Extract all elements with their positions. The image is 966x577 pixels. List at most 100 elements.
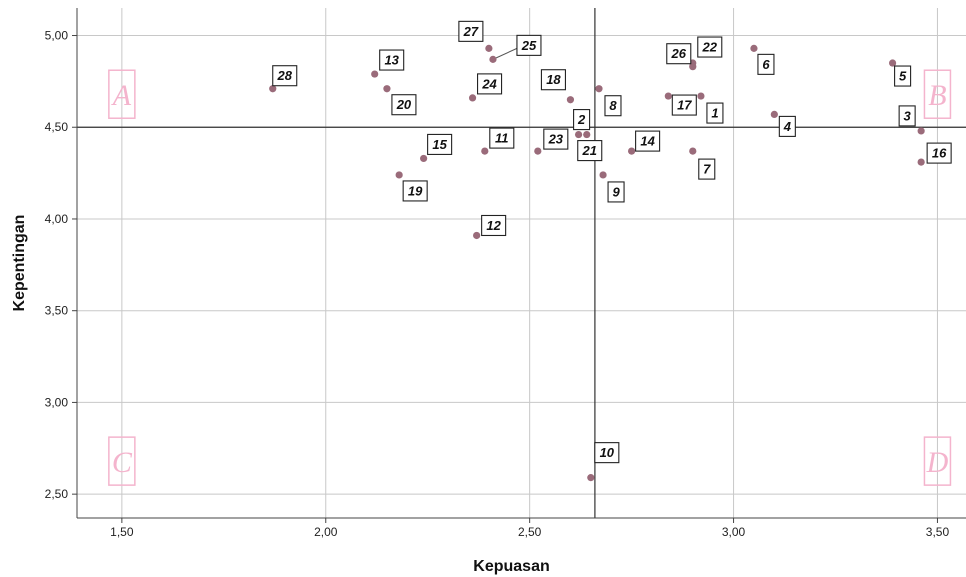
quadrant-label-box (108, 436, 136, 486)
point-label-12: 12 (486, 218, 501, 233)
data-point-2 (574, 130, 583, 139)
data-point-14 (628, 147, 636, 155)
point-label-box (477, 73, 503, 95)
data-point-15 (420, 154, 428, 163)
point-label-28: 28 (277, 68, 293, 83)
data-point-7 (689, 147, 697, 155)
point-label-13: 13 (384, 53, 399, 68)
point-label-21: 21 (582, 143, 597, 158)
point-label-8: 8 (609, 98, 617, 113)
point-label-19: 19 (408, 183, 423, 198)
data-point-25 (489, 55, 497, 63)
point-label-27: 27 (463, 24, 479, 39)
data-point-1 (697, 92, 705, 100)
data-point-17 (664, 92, 672, 100)
y-axis-title: Kepentingan (11, 215, 28, 312)
point-label-24: 24 (481, 76, 497, 91)
point-label-box (607, 181, 625, 203)
point-label-box (573, 109, 591, 131)
point-label-16: 16 (932, 146, 947, 161)
quadrant-label-box (923, 69, 952, 119)
x-tick-label: 3,50 (926, 525, 950, 539)
point-label-box (926, 142, 952, 164)
x-tick-label: 3,00 (722, 525, 746, 539)
point-label-box (458, 20, 484, 42)
data-point-21 (583, 130, 591, 139)
point-label-9: 9 (612, 184, 620, 199)
point-label-1: 1 (711, 106, 718, 121)
point-label-box (391, 94, 417, 116)
point-label-box (671, 94, 697, 116)
point-label-4: 4 (783, 119, 792, 134)
data-point-24 (468, 94, 477, 102)
quadrant-label-box (108, 69, 136, 119)
point-label-5: 5 (899, 69, 907, 84)
x-tick-label: 1,50 (110, 525, 134, 539)
point-label-3: 3 (904, 108, 912, 123)
point-label-box (516, 34, 542, 56)
point-label-box (489, 127, 515, 149)
point-label-box (894, 65, 912, 87)
y-tick-label: 4,00 (45, 212, 69, 226)
quadrant-label-box (923, 436, 952, 486)
quadrant-label: B (928, 79, 946, 112)
point-label-box (481, 214, 507, 237)
data-point-9 (599, 171, 607, 179)
data-point-18 (566, 96, 575, 104)
point-label-11: 11 (495, 131, 509, 146)
plot-area (77, 8, 966, 518)
point-label-26: 26 (671, 46, 687, 61)
point-label-box (540, 69, 566, 91)
point-label-box (698, 158, 716, 180)
y-tick-label: 3,50 (45, 304, 69, 318)
point-label-23: 23 (548, 132, 564, 147)
quadrant-label: C (112, 446, 133, 479)
x-axis-title: Kepuasan (473, 558, 549, 575)
data-point-28 (269, 85, 277, 93)
point-label-6: 6 (762, 57, 770, 72)
data-point-8 (595, 85, 603, 93)
point-label-box (757, 53, 775, 75)
point-label-7: 7 (703, 162, 711, 177)
point-label-box (594, 442, 620, 464)
data-point-11 (481, 147, 489, 155)
point-label-box (697, 36, 723, 58)
data-point-6 (750, 44, 758, 52)
point-label-box (604, 95, 622, 117)
quadrant-label: A (111, 79, 132, 112)
point-label-box (898, 105, 916, 127)
data-point-16 (917, 158, 925, 166)
point-label-box (635, 130, 661, 152)
quadrant-label: D (926, 446, 949, 479)
data-point-19 (395, 171, 403, 179)
data-point-3 (917, 127, 925, 135)
data-point-27 (485, 44, 493, 52)
data-point-10 (587, 474, 595, 482)
point-label-15: 15 (432, 137, 447, 152)
point-label-box (402, 180, 428, 202)
data-point-26 (689, 63, 697, 71)
point-label-box (577, 140, 603, 162)
data-point-5 (888, 59, 897, 67)
data-point-4 (770, 110, 778, 119)
point-label-18: 18 (546, 72, 561, 87)
point-label-box (427, 133, 453, 155)
point-label-box (379, 49, 405, 71)
point-label-10: 10 (600, 445, 615, 460)
data-point-23 (534, 147, 542, 155)
point-label-22: 22 (702, 40, 718, 55)
y-tick-label: 5,00 (45, 29, 69, 43)
point-label-25: 25 (521, 38, 537, 53)
y-tick-label: 3,00 (45, 395, 69, 409)
point-label-2: 2 (577, 112, 586, 127)
point-label-box (666, 43, 692, 65)
data-point-13 (371, 70, 379, 78)
point-label-14: 14 (640, 134, 655, 149)
y-tick-label: 4,50 (45, 120, 69, 134)
point-label-box (543, 128, 569, 150)
point-label-box (778, 115, 796, 137)
y-tick-label: 2,50 (45, 487, 69, 501)
x-tick-label: 2,00 (314, 525, 338, 539)
data-point-20 (383, 85, 391, 93)
